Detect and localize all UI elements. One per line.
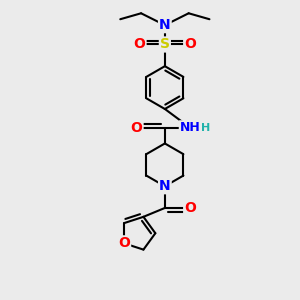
Text: O: O: [184, 38, 196, 52]
Text: O: O: [184, 201, 196, 215]
Text: O: O: [131, 121, 142, 135]
Text: N: N: [159, 179, 171, 193]
Text: H: H: [201, 123, 211, 133]
Text: N: N: [159, 18, 171, 32]
Text: O: O: [118, 236, 130, 250]
Text: NH: NH: [180, 121, 200, 134]
Text: O: O: [134, 38, 146, 52]
Text: S: S: [160, 38, 170, 52]
